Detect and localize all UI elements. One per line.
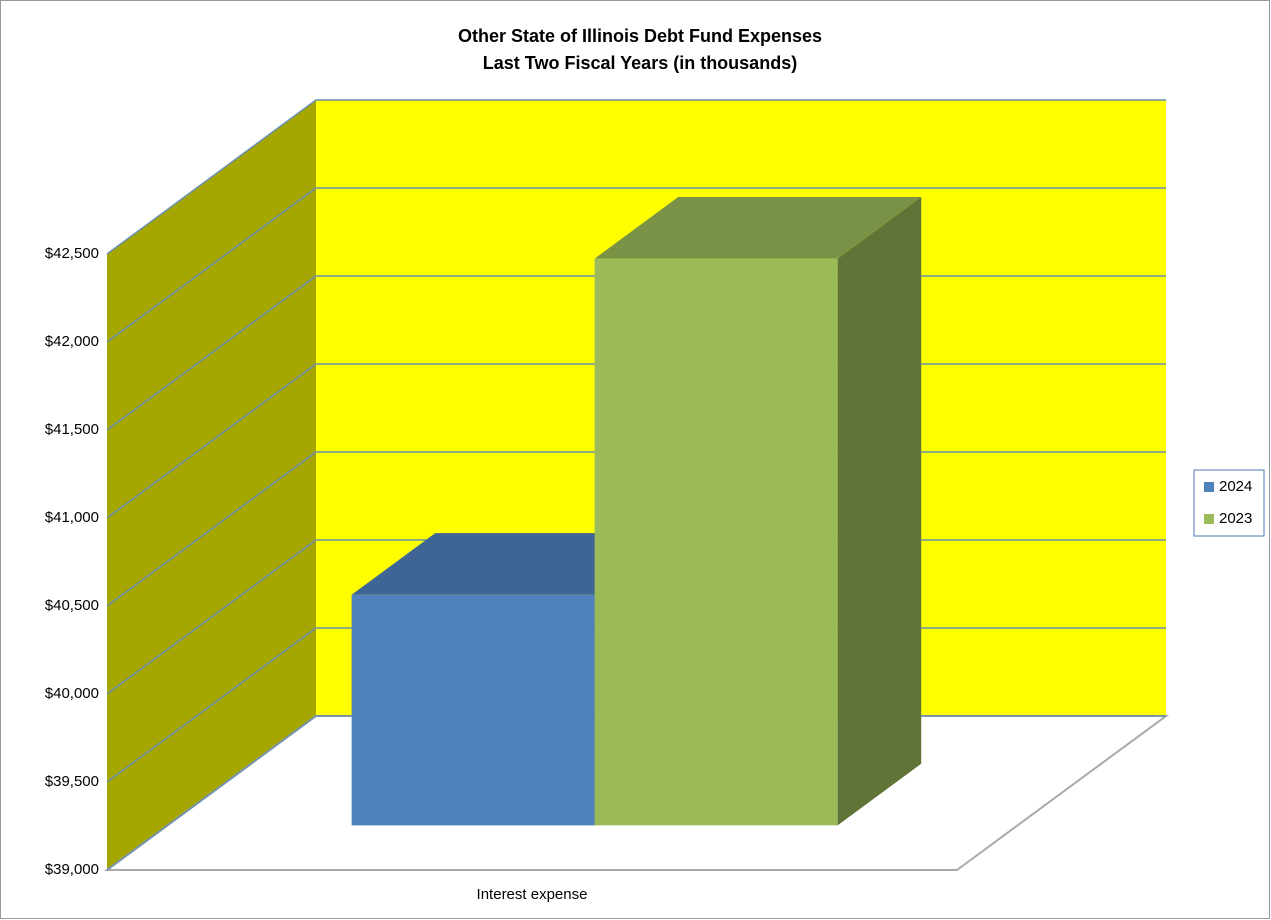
y-tick-label: $40,500 <box>45 597 99 614</box>
grid-line <box>106 99 1166 255</box>
legend-swatch <box>1204 482 1214 492</box>
legend-box <box>1193 469 1265 537</box>
bar-top <box>594 197 922 259</box>
y-tick-label: $41,000 <box>45 509 99 526</box>
marks <box>351 197 922 826</box>
bar <box>594 197 922 826</box>
y-tick-label: $39,500 <box>45 773 99 790</box>
legend-label: 2024 <box>1219 478 1252 495</box>
bar-front <box>351 594 595 826</box>
side-wall <box>107 100 316 870</box>
y-tick-label: $40,000 <box>45 685 99 702</box>
y-tick-label: $42,500 <box>45 245 99 262</box>
y-tick-label: $41,500 <box>45 421 99 438</box>
bar-front <box>594 258 838 826</box>
legend-swatch <box>1204 514 1214 524</box>
y-tick-label: $39,000 <box>45 861 99 878</box>
chart-subtitle: Last Two Fiscal Years (in thousands) <box>483 53 797 73</box>
legend: 2024 2023 <box>1193 469 1265 537</box>
x-tick-label: Interest expense <box>477 886 588 903</box>
chart-title: Other State of Illinois Debt Fund Expens… <box>458 26 822 46</box>
grid-line <box>106 187 1166 343</box>
legend-label: 2023 <box>1219 510 1252 527</box>
bar-side <box>837 197 922 826</box>
y-tick-label: $42,000 <box>45 333 99 350</box>
